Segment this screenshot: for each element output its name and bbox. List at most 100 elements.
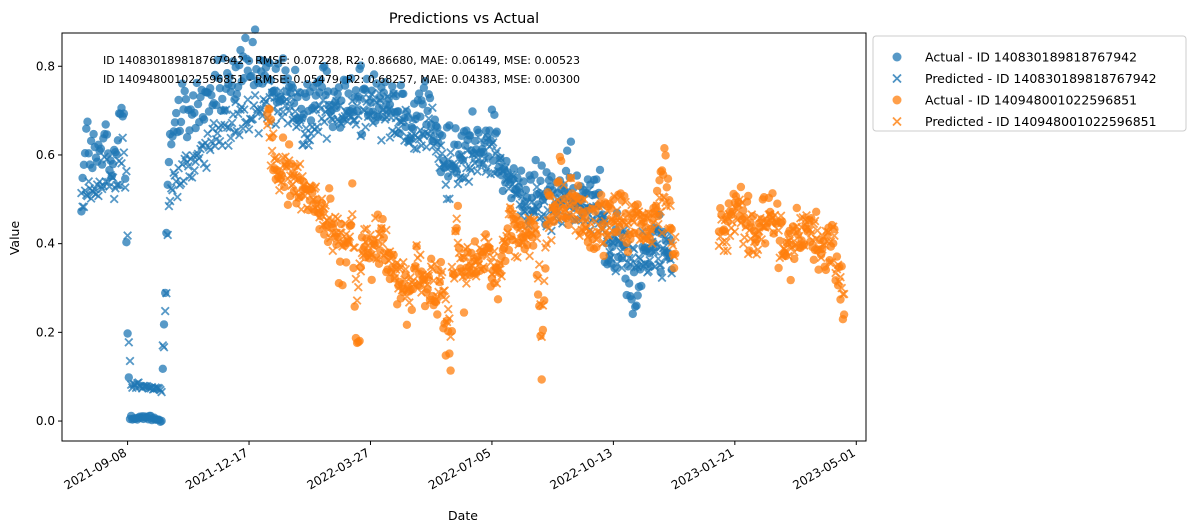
predicted-point: [291, 188, 301, 198]
predicted-point: [802, 210, 811, 220]
predicted-point: [449, 273, 459, 283]
predicted-point: [181, 150, 191, 160]
predicted-point: [452, 214, 462, 224]
actual-point: [164, 157, 174, 167]
actual-point: [317, 82, 327, 92]
predicted-point: [415, 250, 425, 260]
predicted-point: [661, 253, 671, 262]
predicted-point: [627, 254, 637, 263]
chart-title: Predictions vs Actual: [389, 11, 539, 27]
predicted-point: [430, 259, 440, 269]
predicted-point: [334, 236, 344, 246]
predicted-point: [121, 166, 131, 176]
predicted-point: [602, 206, 612, 216]
predicted-point: [517, 191, 527, 201]
predicted-point: [538, 301, 548, 310]
predicted-point: [810, 216, 820, 226]
predicted-point: [223, 141, 233, 151]
predicted-point: [368, 118, 378, 128]
predicted-point: [522, 226, 532, 236]
predicted-point: [772, 218, 782, 228]
actual-point: [451, 124, 460, 133]
predicted-point: [373, 236, 383, 246]
actual-point: [606, 204, 616, 213]
predicted-point: [652, 201, 662, 211]
predicted-point: [651, 247, 661, 256]
actual-point: [812, 207, 821, 216]
predicted-point: [287, 92, 296, 102]
legend-item-4: Predicted - ID 140948001022596851: [892, 114, 1157, 129]
actual-point: [265, 58, 274, 68]
predicted-point: [336, 228, 346, 238]
predicted-point: [666, 201, 675, 211]
predicted-point: [389, 89, 399, 99]
legend: Actual - ID 140830189818767942 Predicted …: [872, 35, 1187, 132]
legend-label: Predicted - ID 140948001022596851: [925, 114, 1157, 129]
actual-point: [394, 107, 403, 116]
predicted-point: [534, 260, 544, 269]
actual-point: [564, 220, 573, 230]
predicted-point: [650, 262, 660, 272]
actual-point: [626, 234, 635, 244]
actual-point: [669, 263, 679, 273]
predicted-point: [239, 105, 249, 115]
predicted-point: [816, 253, 826, 263]
actual-point: [159, 320, 169, 329]
predicted-point: [544, 223, 554, 233]
predicted-point: [509, 216, 519, 225]
predicted-point: [233, 109, 243, 119]
y-tick-label: 0.4: [36, 237, 55, 251]
predicted-point: [516, 228, 526, 238]
predicted-point: [529, 215, 539, 225]
predicted-point: [274, 185, 284, 195]
predicted-point: [492, 278, 502, 288]
actual-point: [265, 105, 274, 114]
predicted-point: [664, 223, 674, 233]
actual-point: [488, 156, 498, 165]
actual-point: [509, 164, 518, 173]
actual-point: [529, 241, 538, 250]
legend-frame: [872, 35, 1187, 132]
actual-point: [350, 302, 359, 311]
actual-point: [411, 262, 420, 271]
actual-point: [212, 100, 221, 110]
actual-point: [356, 61, 365, 70]
predicted-point: [604, 231, 613, 241]
predicted-point: [532, 233, 542, 243]
predicted-point: [396, 262, 406, 272]
actual-point: [112, 150, 121, 159]
predicted-point: [113, 180, 123, 190]
predicted-point: [104, 182, 114, 192]
predicted-point: [488, 137, 498, 147]
predicted-point: [482, 163, 492, 173]
predicted-point: [345, 232, 355, 242]
predicted-point: [527, 197, 537, 207]
actual-point: [316, 75, 325, 84]
predicted-point: [753, 245, 763, 255]
actual-point: [498, 186, 508, 196]
actual-point: [836, 295, 845, 304]
legend-item-2: Predicted - ID 140830189818767942: [892, 71, 1157, 86]
actual-point: [662, 183, 671, 192]
predicted-point: [492, 146, 502, 156]
predicted-point: [776, 211, 786, 221]
predicted-point: [311, 182, 321, 192]
actual-point: [78, 173, 87, 183]
actual-point: [531, 155, 540, 165]
actual-point: [207, 91, 216, 100]
predicted-point: [839, 289, 849, 299]
actual-point: [459, 308, 469, 317]
predicted-point: [511, 235, 521, 245]
predicted-point: [537, 332, 547, 342]
predicted-point: [743, 249, 753, 259]
predicted-point: [495, 153, 505, 163]
legend-circle-marker: [892, 95, 902, 105]
actual-point: [291, 65, 300, 75]
predicted-point: [461, 278, 471, 288]
actual-point: [774, 263, 783, 273]
predicted-point: [264, 116, 273, 126]
predicted-point: [370, 110, 380, 120]
predicted-point: [543, 216, 553, 226]
predicted-point: [617, 263, 627, 273]
actual-point: [557, 156, 566, 166]
